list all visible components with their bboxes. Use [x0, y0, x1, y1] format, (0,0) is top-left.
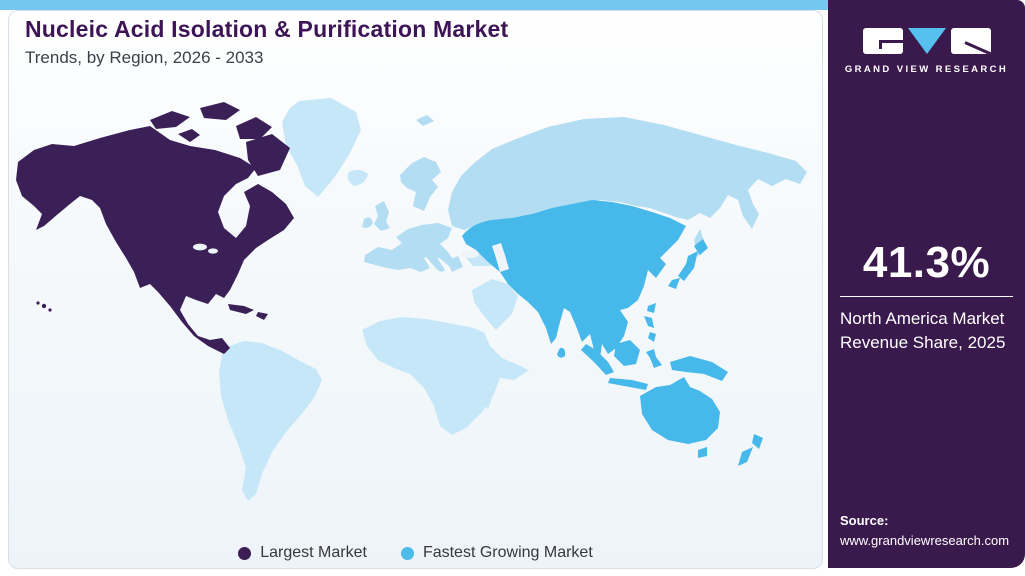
logo-r-icon [950, 28, 991, 54]
logo-g-icon [862, 28, 903, 54]
map-card [8, 10, 823, 569]
legend-item-largest: Largest Market [238, 544, 367, 562]
gvr-logo-marks [862, 28, 991, 55]
logo-v-icon [907, 28, 946, 54]
header: Nucleic Acid Isolation & Purification Ma… [25, 16, 508, 68]
legend-label: Largest Market [260, 544, 367, 561]
map-legend: Largest Market Fastest Growing Market [8, 544, 823, 562]
largest-market-dot-icon [238, 546, 252, 560]
page-subtitle: Trends, by Region, 2026 - 2033 [25, 47, 264, 67]
top-accent-bar [0, 0, 828, 10]
source-url[interactable]: www.grandviewresearch.com [840, 532, 1010, 548]
fastest-growing-dot-icon [400, 546, 414, 560]
legend-label: Fastest Growing Market [422, 544, 593, 561]
source-label: Source: [840, 513, 889, 528]
gvr-logo: GRAND VIEW RESEARCH [828, 28, 1025, 75]
stat-label: North America Market Revenue Share, 2025 [840, 309, 1006, 352]
sidebar: GRAND VIEW RESEARCH 41.3% North America … [828, 0, 1025, 568]
stat-value: 41.3% [862, 238, 991, 287]
source-block: Source: www.grandviewresearch.com [840, 511, 1009, 550]
brand-name: GRAND VIEW RESEARCH [844, 64, 1009, 75]
page-title: Nucleic Acid Isolation & Purification Ma… [25, 16, 509, 42]
legend-item-fastest: Fastest Growing Market [400, 544, 593, 562]
stat-divider [840, 296, 1013, 297]
stat-block: 41.3% North America Market Revenue Share… [840, 238, 1013, 355]
